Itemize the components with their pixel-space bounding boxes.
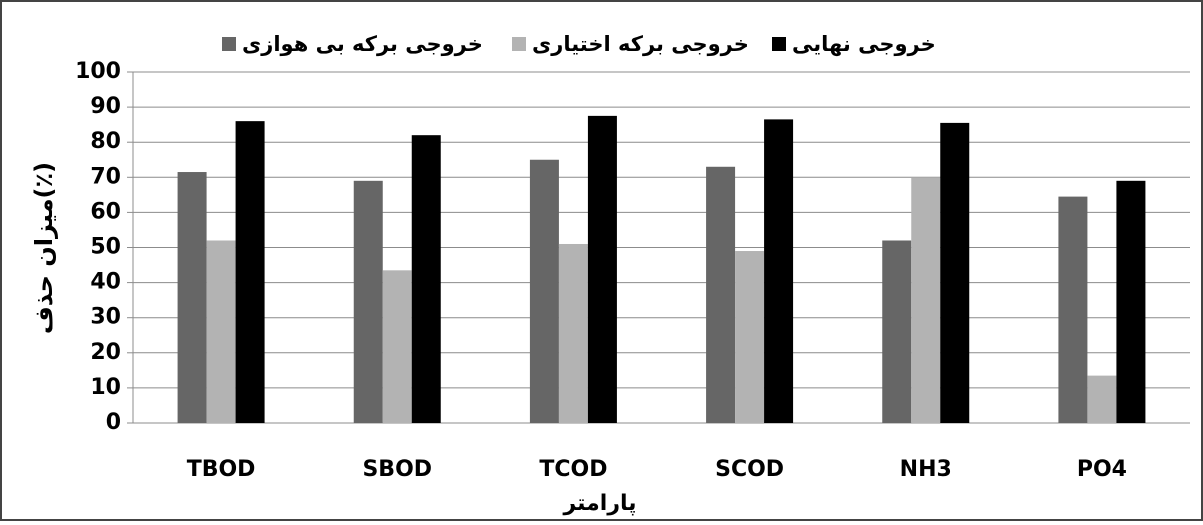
y-tick-label: 80 — [90, 129, 121, 154]
y-tick-label: 0 — [106, 410, 121, 435]
legend-label: خروجی برکه اختیاری — [532, 32, 749, 56]
bar — [529, 159, 559, 423]
y-tick-label: 10 — [90, 375, 121, 400]
bar — [1116, 180, 1146, 423]
x-tick-label: TBOD — [187, 457, 256, 482]
legend-swatch — [772, 37, 786, 51]
x-tick-label: SCOD — [715, 457, 784, 482]
bar — [764, 119, 794, 423]
x-tick-label: PO4 — [1077, 457, 1127, 482]
y-axis-label: میزان حذف(٪) — [30, 162, 58, 334]
bar — [382, 270, 412, 423]
x-tick-label: SBOD — [362, 457, 432, 482]
x-tick-label: NH3 — [900, 457, 952, 482]
y-tick-label: 70 — [90, 164, 121, 189]
bar — [1087, 375, 1117, 423]
bar — [411, 135, 441, 423]
bar — [1058, 196, 1088, 423]
bar — [177, 172, 207, 423]
x-tick-label: TCOD — [539, 457, 607, 482]
y-tick-label: 20 — [90, 340, 121, 365]
y-tick-label: 100 — [75, 59, 121, 84]
bar — [735, 251, 765, 423]
bar — [206, 240, 236, 423]
legend-label: خروجی نهایی — [792, 32, 936, 56]
bar — [911, 177, 941, 423]
legend-swatch — [222, 37, 236, 51]
bar — [587, 115, 617, 423]
y-tick-label: 90 — [90, 94, 121, 119]
bar — [558, 243, 588, 423]
y-tick-label: 30 — [90, 305, 121, 330]
y-tick-label: 40 — [90, 270, 121, 295]
x-axis-label: پارامتر — [562, 491, 636, 516]
y-tick-label: 50 — [90, 235, 121, 260]
bar — [882, 240, 912, 423]
bar — [940, 122, 970, 424]
bar — [235, 121, 265, 423]
y-tick-label: 60 — [90, 199, 121, 224]
legend-label: خروجی برکه بی هوازی — [242, 32, 483, 56]
legend-swatch — [512, 37, 526, 51]
bar — [353, 180, 383, 423]
bar — [706, 166, 736, 423]
